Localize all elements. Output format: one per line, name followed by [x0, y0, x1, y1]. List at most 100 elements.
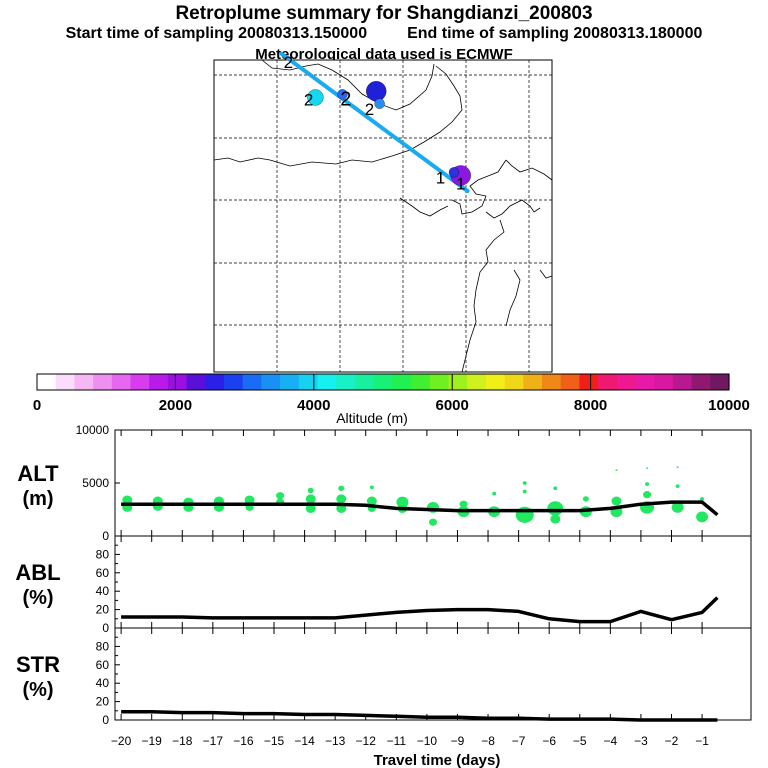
colorbar-cell: [354, 374, 375, 390]
scatter-point: [369, 485, 374, 490]
panel-ylabel: ALT: [17, 461, 59, 486]
colorbar-cell: [635, 374, 655, 390]
cluster-number-label: 1: [456, 175, 465, 194]
y-tick-label: 10000: [76, 423, 110, 437]
cluster-number-label: 2: [284, 53, 293, 72]
scatter-point: [396, 496, 409, 508]
y-tick-label: 40: [96, 584, 110, 598]
x-tick-label: −6: [542, 734, 556, 748]
colorbar-cell: [691, 374, 711, 390]
colorbar-cell: [541, 374, 562, 390]
time-series-panels: 1000050000ALT(m)806040200ABL(%)806040200…: [15, 423, 752, 727]
panel-ylabel: STR: [16, 652, 60, 677]
scatter-point: [244, 495, 255, 505]
x-tick-label: −17: [203, 734, 224, 748]
series-line-str: [121, 709, 718, 722]
scatter-point: [459, 500, 468, 508]
colorbar-cell: [373, 374, 393, 390]
trajectory-line: [279, 51, 470, 194]
colorbar-cell: [672, 374, 693, 390]
x-tick-label: −7: [512, 734, 526, 748]
panel-ylabel-unit: (%): [22, 679, 53, 701]
coastline: [451, 159, 507, 215]
colorbar-tick-label: 10000: [708, 397, 750, 414]
colorbar-cell: [167, 374, 188, 390]
colorbar-cell: [317, 374, 337, 390]
colorbar-cell: [74, 374, 94, 390]
scatter-point: [671, 501, 684, 513]
colorbar-cell: [616, 374, 637, 390]
colorbar-label: Altitude (m): [336, 410, 408, 426]
scatter-point: [675, 484, 680, 488]
map-gridlines: [214, 60, 552, 372]
x-tick-label: −1: [695, 734, 709, 748]
y-tick-label: 20: [96, 695, 110, 709]
colorbar-cell: [598, 374, 618, 390]
x-tick-label: −10: [417, 734, 438, 748]
series-line-abl: [121, 596, 719, 624]
map-frame: [213, 59, 553, 373]
chart-title: Retroplume summary for Shangdianzi_20080…: [175, 3, 593, 24]
colorbar-cell: [504, 374, 524, 390]
y-tick-label: 5000: [82, 476, 109, 490]
colorbar-cell: [186, 374, 206, 390]
cluster-point: [448, 167, 460, 178]
series-line-alt: [121, 500, 719, 517]
y-tick-label: 20: [96, 603, 110, 617]
panel-ylabel-unit: (m): [22, 488, 53, 510]
scatter-point: [122, 495, 133, 505]
scatter-point: [307, 487, 314, 494]
x-tick-label: −9: [451, 734, 465, 748]
colorbar-tick-label: 0: [33, 397, 41, 414]
end-sampling-label: End time of sampling 20080313.180000: [407, 25, 703, 42]
x-axis: −20 −19 −18 −17 −16 −15 −14 −13 −12 −11 −10 −9 −8 −7 −…: [111, 734, 709, 748]
colorbar-cell: [55, 374, 76, 390]
panel-str: 80 60 40 20 0 STR(%): [16, 627, 752, 727]
coastline: [485, 199, 541, 219]
x-tick-label: −12: [356, 734, 377, 748]
colorbar-cell: [111, 374, 132, 390]
y-tick-label: 0: [102, 529, 109, 543]
colorbar-cell: [280, 374, 300, 390]
x-tick-label: −5: [573, 734, 587, 748]
x-tick-label: −13: [325, 734, 346, 748]
x-tick-label: −18: [172, 734, 193, 748]
scatter-point: [611, 496, 622, 506]
colorbar-cell: [336, 374, 356, 390]
panel-ylabel-unit: (%): [22, 587, 53, 609]
trajectory-layer: [279, 51, 470, 194]
x-tick-label: −11: [387, 734, 407, 748]
coastline: [505, 269, 521, 327]
colorbar-tick-label: 2000: [159, 397, 192, 414]
x-tick-label: −16: [233, 734, 254, 748]
panel-alt: 10000 5000 0 ALT(m): [17, 423, 752, 543]
cluster-number-label: 2: [304, 90, 313, 109]
panel-abl: 80 60 40 20 0 ABL(%): [15, 535, 752, 635]
colorbar-ticks: 0 2000 4000 6000 8000 10000: [33, 374, 750, 414]
scatter-point: [338, 485, 345, 491]
scatter-point: [615, 469, 618, 472]
scatter-point: [305, 503, 316, 513]
colorbar-cell: [149, 374, 169, 390]
scatter-point: [696, 511, 709, 523]
colorbar-cells: [37, 374, 730, 390]
scatter-point: [366, 496, 377, 506]
scatter-point: [700, 497, 705, 501]
scatter-point: [305, 494, 316, 504]
colorbar-cell: [392, 374, 412, 390]
coastline: [461, 219, 505, 373]
colorbar-cell: [261, 374, 281, 390]
scatter-point: [643, 491, 652, 499]
colorbar-tick-label: 6000: [436, 397, 469, 414]
x-axis-title: Travel time (days): [374, 752, 501, 768]
colorbar-cell: [654, 374, 674, 390]
panel-ylabel: ABL: [15, 560, 60, 585]
met-data-label: Meteorological data used is ECMWF: [255, 46, 513, 63]
cluster-point: [307, 89, 324, 106]
colorbar-cell: [205, 374, 225, 390]
marker-layer: 22 2 21 1: [284, 53, 466, 194]
map-panel: 22 2 21 1: [213, 51, 553, 373]
colorbar-cell: [560, 374, 580, 390]
y-tick-label: 80: [96, 547, 110, 561]
scatter-point: [553, 486, 558, 491]
